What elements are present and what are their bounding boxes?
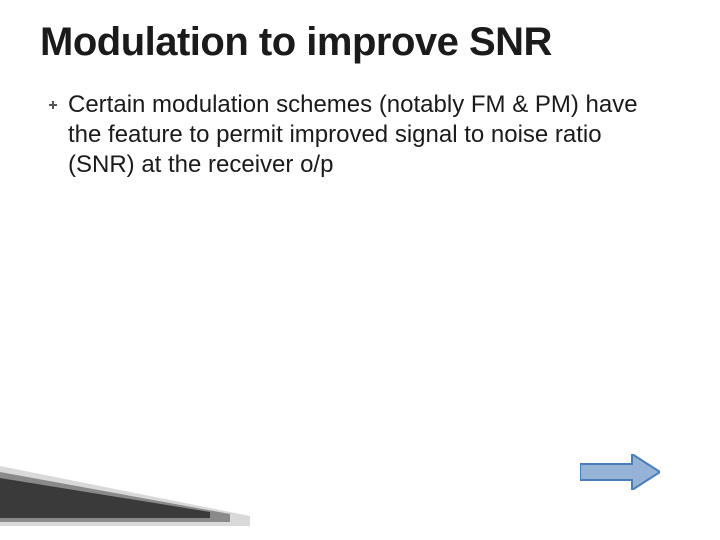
slide: Modulation to improve SNR Certain modula… bbox=[0, 0, 720, 540]
bullet-item: Certain modulation schemes (notably FM &… bbox=[40, 90, 680, 180]
decorative-wedge bbox=[0, 466, 250, 526]
bullet-marker-icon bbox=[46, 90, 60, 120]
next-arrow-icon[interactable] bbox=[580, 454, 660, 490]
slide-title: Modulation to improve SNR bbox=[40, 20, 680, 64]
bullet-text: Certain modulation schemes (notably FM &… bbox=[68, 90, 670, 180]
arrow-shape bbox=[580, 454, 660, 490]
